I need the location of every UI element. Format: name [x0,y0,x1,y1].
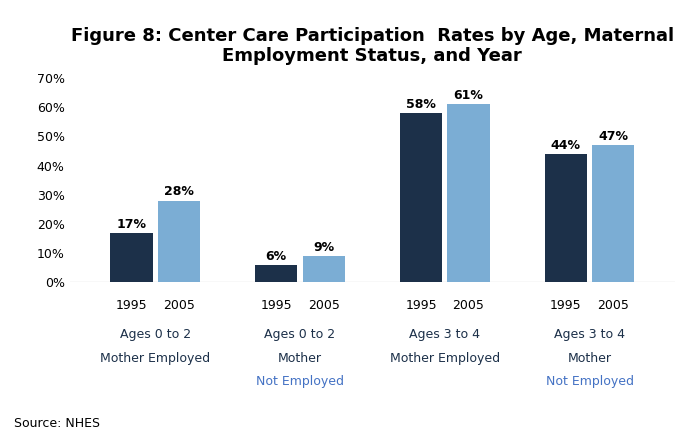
Text: 44%: 44% [551,139,581,152]
Text: Ages 0 to 2: Ages 0 to 2 [120,328,191,341]
Text: Mother: Mother [278,352,322,365]
Bar [400,113,442,282]
Bar [303,256,345,282]
Bar [111,233,152,282]
Bar [448,104,489,282]
Text: Mother: Mother [567,352,612,365]
Text: 2005: 2005 [163,299,195,312]
Bar [255,265,297,282]
Title: Figure 8: Center Care Participation  Rates by Age, Maternal
Employment Status, a: Figure 8: Center Care Participation Rate… [71,26,674,66]
Text: Mother Employed: Mother Employed [390,352,500,365]
Text: 61%: 61% [454,89,484,102]
Bar [592,145,634,282]
Text: 17%: 17% [116,217,146,230]
Text: 1995: 1995 [405,299,437,312]
Text: 2005: 2005 [597,299,629,312]
Bar [545,154,587,282]
Text: 1995: 1995 [116,299,148,312]
Text: Ages 3 to 4: Ages 3 to 4 [409,328,480,341]
Text: 58%: 58% [406,98,436,111]
Text: 47%: 47% [599,130,628,143]
Text: 6%: 6% [266,250,287,263]
Text: 2005: 2005 [452,299,484,312]
Text: 1995: 1995 [550,299,582,312]
Text: Source: NHES: Source: NHES [14,417,100,430]
Text: Ages 0 to 2: Ages 0 to 2 [264,328,335,341]
Text: 9%: 9% [313,241,334,254]
Text: 2005: 2005 [308,299,340,312]
Text: 28%: 28% [164,185,193,198]
Text: 1995: 1995 [260,299,292,312]
Text: Not Employed: Not Employed [256,375,344,388]
Text: Not Employed: Not Employed [546,375,633,388]
Bar [158,201,200,282]
Text: Mother Employed: Mother Employed [100,352,210,365]
Text: Ages 3 to 4: Ages 3 to 4 [554,328,625,341]
